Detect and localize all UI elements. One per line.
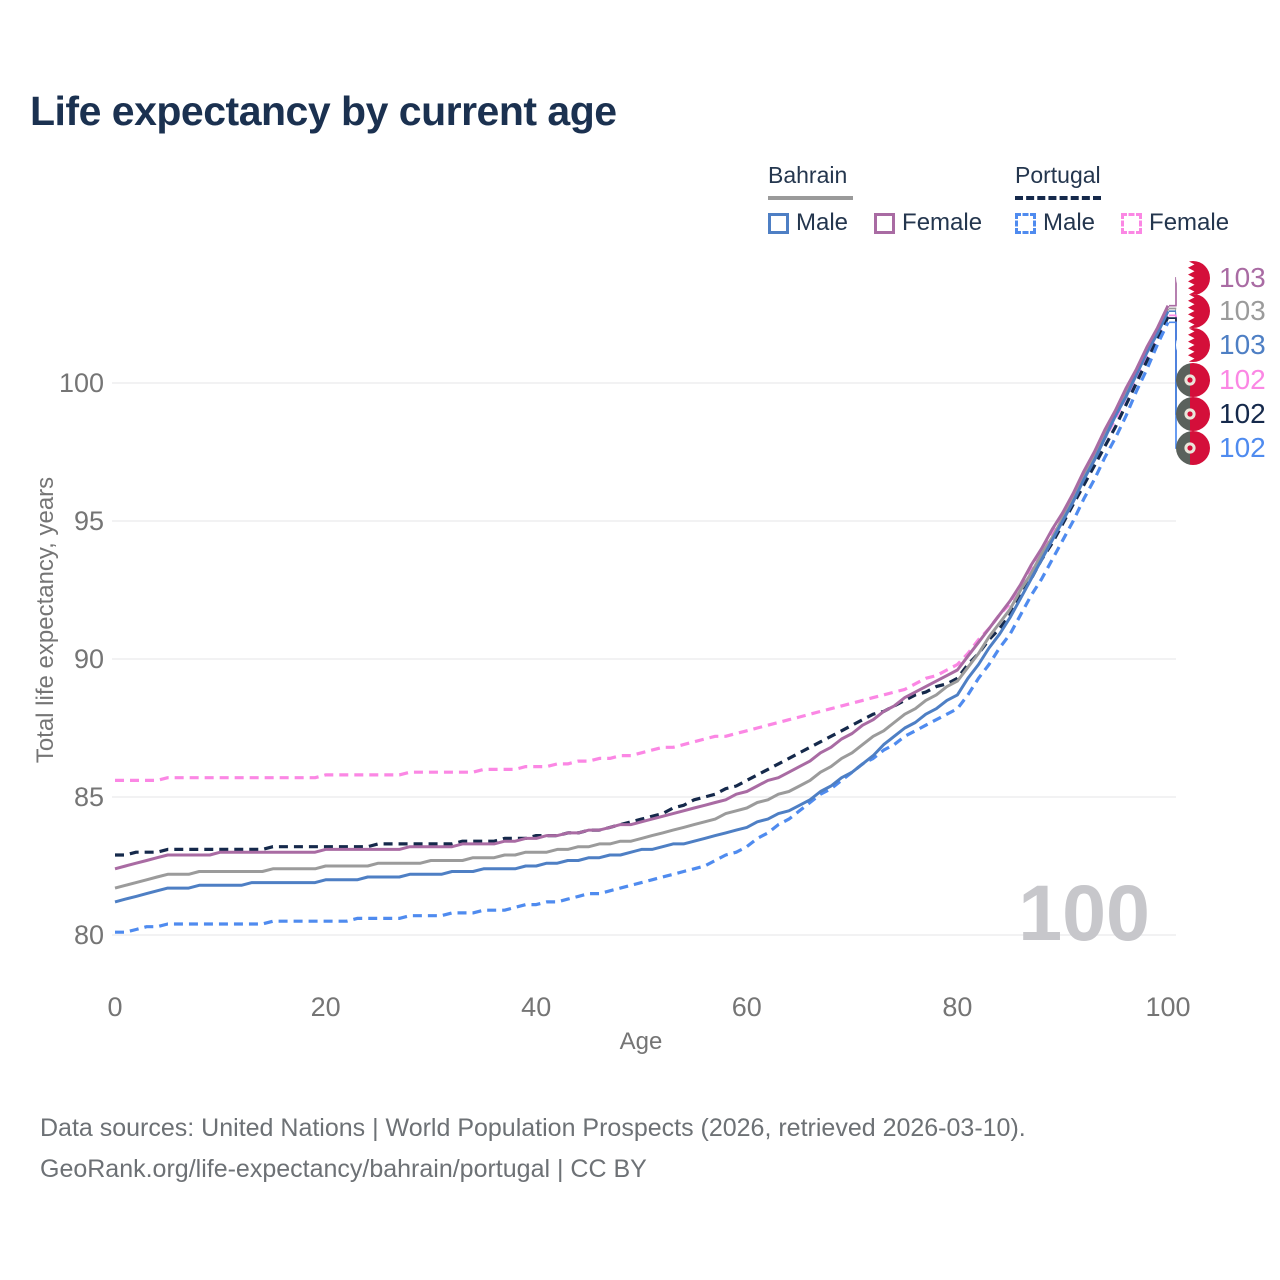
series-line-portugal-female[interactable] xyxy=(115,313,1170,782)
footer-attribution-line: GeoRank.org/life-expectancy/bahrain/port… xyxy=(40,1155,647,1183)
legend-label-bahrain-male: Male xyxy=(796,209,849,236)
chart-title: Life expectancy by current age xyxy=(30,88,617,134)
legend-item-bahrain-male[interactable]: Male xyxy=(768,209,848,237)
x-axis-title: Age xyxy=(619,1028,663,1055)
legend-item-portugal-male[interactable]: Male xyxy=(1015,209,1095,237)
legend-swatch-bahrain-female-icon xyxy=(874,212,896,234)
x-tick-label: 20 xyxy=(311,992,341,1022)
y-axis-title: Total life expectancy, years xyxy=(32,476,59,764)
legend-label-portugal-female: Female xyxy=(1149,209,1230,236)
callout-bahrain-both-sexes: 103 xyxy=(1176,294,1266,328)
callout-value: 102 xyxy=(1219,364,1266,395)
portugal-flag-icon xyxy=(1176,397,1210,431)
legend-swatch-portugal-male-icon xyxy=(1015,212,1036,234)
legend-items-bahrain: Male Female xyxy=(768,209,982,237)
x-tick-label: 100 xyxy=(1145,992,1190,1022)
legend-group-bahrain: Bahrain Male Female xyxy=(768,162,982,237)
y-tick-label: 95 xyxy=(74,506,104,536)
callout-portugal-male: 102 xyxy=(1176,431,1266,465)
y-tick-label: 90 xyxy=(74,644,104,674)
legend-header-bahrain[interactable]: Bahrain xyxy=(768,162,853,200)
callout-portugal-female: 102 xyxy=(1176,363,1266,397)
legend-items-portugal: Male Female xyxy=(1015,209,1229,237)
series-line-portugal-male[interactable] xyxy=(115,321,1170,934)
callout-bahrain-male: 103 xyxy=(1176,328,1266,362)
series-line-bahrain-female[interactable] xyxy=(114,305,1170,871)
series-line-bahrain-both-sexes[interactable] xyxy=(114,307,1170,890)
x-tick-label: 40 xyxy=(521,992,551,1022)
bahrain-flag-icon xyxy=(1176,294,1210,328)
callout-value: 102 xyxy=(1219,432,1266,463)
legend-item-bahrain-female[interactable]: Female xyxy=(874,209,982,237)
legend-item-portugal-female[interactable]: Female xyxy=(1121,209,1229,237)
y-tick-label: 100 xyxy=(59,368,104,398)
y-tick-label: 85 xyxy=(74,782,104,812)
x-tick-label: 80 xyxy=(942,992,972,1022)
series-line-bahrain-male[interactable] xyxy=(114,310,1170,904)
portugal-flag-icon xyxy=(1176,363,1210,397)
series-line-portugal-both-sexes[interactable] xyxy=(115,316,1170,857)
footer: Data sources: United Nations | World Pop… xyxy=(40,1108,1026,1190)
x-tick-label: 60 xyxy=(732,992,762,1022)
footer-sources-line: Data sources: United Nations | World Pop… xyxy=(40,1114,1026,1142)
y-tick-label: 80 xyxy=(74,920,104,950)
callout-value: 103 xyxy=(1219,295,1266,326)
callout-value: 102 xyxy=(1219,398,1266,429)
legend-swatch-bahrain-male-icon xyxy=(768,212,789,234)
callout-value: 103 xyxy=(1219,262,1266,293)
legend-swatch-portugal-female-icon xyxy=(1121,212,1143,234)
callout-bahrain-female: 103 xyxy=(1176,261,1266,295)
legend-header-portugal[interactable]: Portugal xyxy=(1015,162,1101,200)
x-tick-label: 0 xyxy=(107,992,122,1022)
legend-label-bahrain-female: Female xyxy=(902,209,983,236)
bahrain-flag-icon xyxy=(1176,261,1210,295)
legend-label-portugal-male: Male xyxy=(1043,209,1096,236)
callout-value: 103 xyxy=(1219,329,1266,360)
legend-group-portugal: Portugal Male Female xyxy=(1015,162,1229,237)
callout-portugal-both-sexes: 102 xyxy=(1176,397,1266,431)
portugal-flag-icon xyxy=(1176,431,1210,465)
bahrain-flag-icon xyxy=(1176,328,1210,362)
watermark: 100 xyxy=(1018,868,1150,957)
